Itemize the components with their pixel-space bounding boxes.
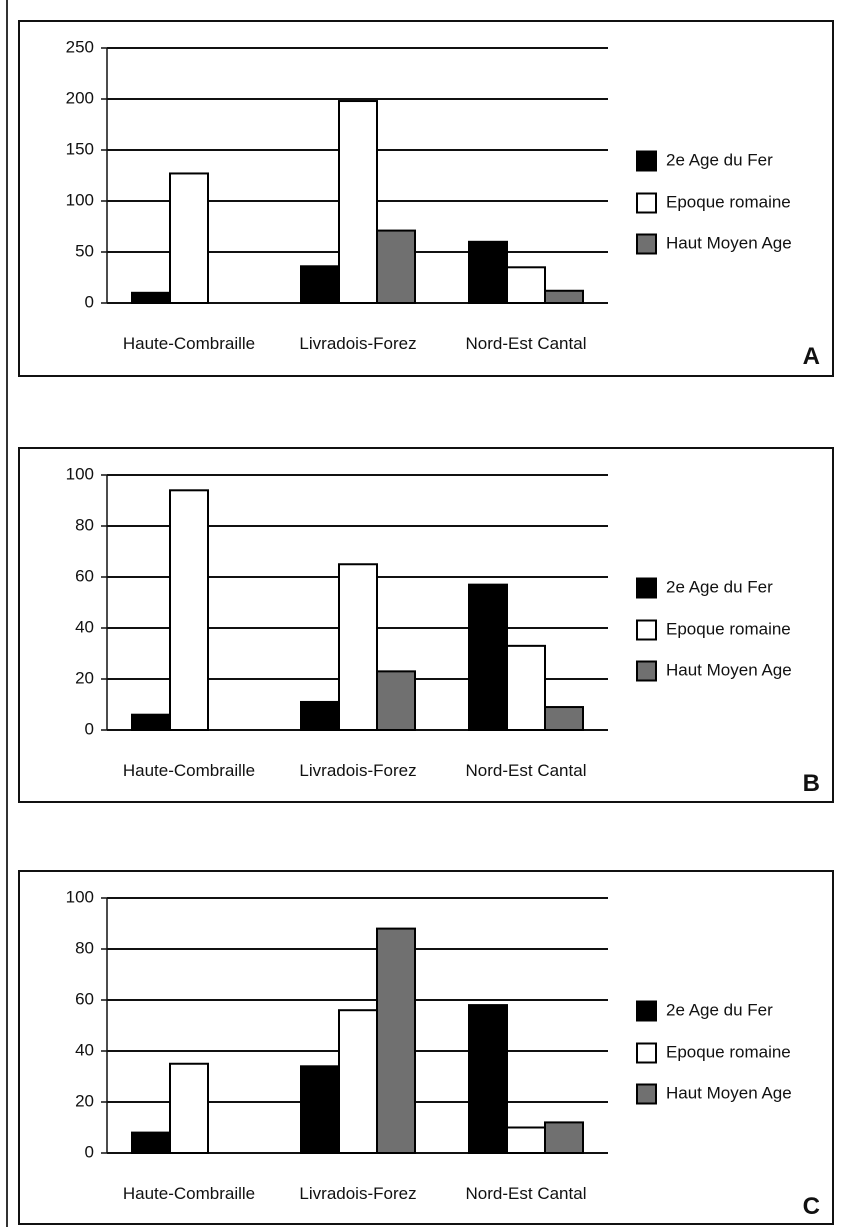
bar: [131, 713, 171, 732]
x-category-label: Haute-Combraille: [123, 761, 255, 780]
bar: [376, 927, 416, 1154]
legend-swatch: [636, 660, 657, 682]
bar: [338, 1009, 378, 1154]
bar: [544, 706, 584, 731]
bar: [338, 563, 378, 731]
x-category-label: Livradois-Forez: [299, 1184, 416, 1203]
bar: [131, 291, 171, 304]
legend-swatch: [636, 192, 657, 214]
bar: [169, 489, 209, 731]
legend-label: 2e Age du Fer: [666, 1000, 773, 1019]
legend-label: Epoque romaine: [666, 1042, 791, 1061]
y-tick-label: 250: [66, 37, 94, 56]
legend-label: 2e Age du Fer: [666, 150, 773, 169]
x-category-label: Nord-Est Cantal: [466, 761, 587, 780]
y-tick-label: 100: [66, 464, 94, 483]
y-tick-label: 40: [75, 617, 94, 636]
legend-label: Haut Moyen Age: [666, 660, 792, 679]
y-tick-label: 50: [75, 241, 94, 260]
bar: [468, 240, 508, 305]
bar: [376, 670, 416, 732]
x-category-label: Livradois-Forez: [299, 761, 416, 780]
bar: [468, 1004, 508, 1154]
x-category-label: Haute-Combraille: [123, 334, 255, 353]
bar: [376, 229, 416, 304]
legend-swatch: [636, 1000, 657, 1022]
y-tick-label: 0: [85, 292, 94, 311]
legend-swatch: [636, 577, 657, 599]
bar: [169, 172, 209, 304]
chart-a-svg: 0 50 100 150 200 250 Haute-Combraille Livradois…: [66, 37, 820, 370]
y-tick-label: 100: [66, 887, 94, 906]
bar: [300, 265, 340, 304]
page-left-rule: [6, 0, 8, 1227]
chart-c-svg: 0 20 40 60 80 100 Haute-Combraille Livradois-Fo…: [66, 887, 820, 1220]
y-tick-label: 150: [66, 139, 94, 158]
bar: [468, 583, 508, 731]
chart-panel-c: 0 20 40 60 80 100 Haute-Combraille Livradois-Fo…: [18, 870, 834, 1225]
bar: [544, 289, 584, 305]
panel-letter: B: [803, 770, 820, 797]
panel-letter: C: [803, 1193, 820, 1220]
panel-letter: A: [803, 343, 820, 370]
y-tick-label: 60: [75, 989, 94, 1008]
y-tick-label: 40: [75, 1040, 94, 1059]
legend-label: Haut Moyen Age: [666, 233, 792, 252]
x-category-label: Livradois-Forez: [299, 334, 416, 353]
bar: [506, 644, 546, 732]
legend-swatch: [636, 150, 657, 172]
legend-label: 2e Age du Fer: [666, 577, 773, 596]
bar: [169, 1062, 209, 1154]
legend-label: Epoque romaine: [666, 619, 791, 638]
chart-panel-b: 0 20 40 60 80 100 Haute-Combraille Livradois-Fo…: [18, 447, 834, 803]
y-tick-label: 80: [75, 515, 94, 534]
bar: [131, 1131, 171, 1155]
bar: [506, 1126, 546, 1154]
chart-panel-a: 0 50 100 150 200 250 Haute-Combraille Livradois…: [18, 20, 834, 377]
legend-swatch: [636, 1042, 657, 1064]
legend-swatch: [636, 619, 657, 641]
legend-swatch: [636, 233, 657, 255]
x-category-label: Nord-Est Cantal: [466, 1184, 587, 1203]
y-tick-label: 100: [66, 190, 94, 209]
y-tick-label: 20: [75, 1091, 94, 1110]
legend-label: Haut Moyen Age: [666, 1083, 792, 1102]
chart-b-svg: 0 20 40 60 80 100 Haute-Combraille Livradois-Fo…: [66, 464, 820, 797]
bar: [300, 1065, 340, 1154]
y-tick-label: 80: [75, 938, 94, 957]
y-tick-label: 0: [85, 719, 94, 738]
bar: [300, 700, 340, 731]
y-tick-label: 200: [66, 88, 94, 107]
y-tick-label: 20: [75, 668, 94, 687]
legend-label: Epoque romaine: [666, 192, 791, 211]
bar: [544, 1121, 584, 1154]
x-category-label: Nord-Est Cantal: [466, 334, 587, 353]
y-tick-label: 60: [75, 566, 94, 585]
x-category-label: Haute-Combraille: [123, 1184, 255, 1203]
bar: [338, 100, 378, 305]
y-tick-label: 0: [85, 1142, 94, 1161]
legend-swatch: [636, 1083, 657, 1105]
bar: [506, 266, 546, 305]
